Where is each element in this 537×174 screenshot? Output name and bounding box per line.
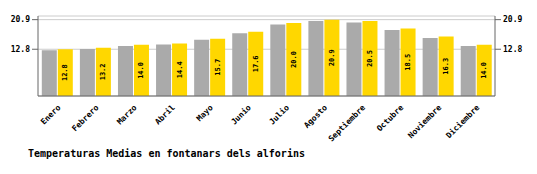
svg-text:Noviembre: Noviembre (406, 102, 444, 140)
svg-text:15.7: 15.7 (214, 59, 222, 76)
svg-text:20.9: 20.9 (328, 49, 336, 66)
svg-text:Diciembre: Diciembre (444, 102, 482, 140)
svg-text:12.8: 12.8 (11, 45, 30, 54)
svg-text:20.9: 20.9 (503, 15, 522, 24)
svg-text:Septiembre: Septiembre (326, 102, 367, 143)
svg-text:18.5: 18.5 (404, 54, 412, 71)
svg-text:12.8: 12.8 (61, 64, 69, 81)
svg-text:Julio: Julio (267, 102, 291, 126)
svg-text:16.3: 16.3 (442, 58, 450, 75)
html-text:Temperaturas Medias en fontana: Temperaturas Medias en fontanars dels al… (28, 148, 305, 159)
svg-text:Abril: Abril (153, 102, 177, 126)
svg-text:Febrero: Febrero (70, 103, 100, 133)
svg-text:Marzo: Marzo (115, 103, 139, 127)
svg-text:Enero: Enero (39, 103, 63, 127)
svg-text:Agosto: Agosto (302, 103, 329, 130)
svg-text:14.4: 14.4 (176, 61, 184, 78)
svg-text:Octubre: Octubre (375, 103, 405, 133)
svg-text:14.0: 14.0 (480, 62, 488, 79)
svg-text:20.9: 20.9 (11, 15, 30, 24)
svg-text:13.2: 13.2 (99, 63, 107, 80)
svg-text:14.0: 14.0 (137, 62, 145, 79)
svg-text:Junio: Junio (229, 102, 253, 126)
svg-text:20.5: 20.5 (366, 50, 374, 67)
svg-text:12.8: 12.8 (503, 45, 522, 54)
svg-text:20.0: 20.0 (290, 51, 298, 68)
svg-text:Mayo: Mayo (195, 103, 215, 123)
svg-text:17.6: 17.6 (252, 55, 260, 72)
